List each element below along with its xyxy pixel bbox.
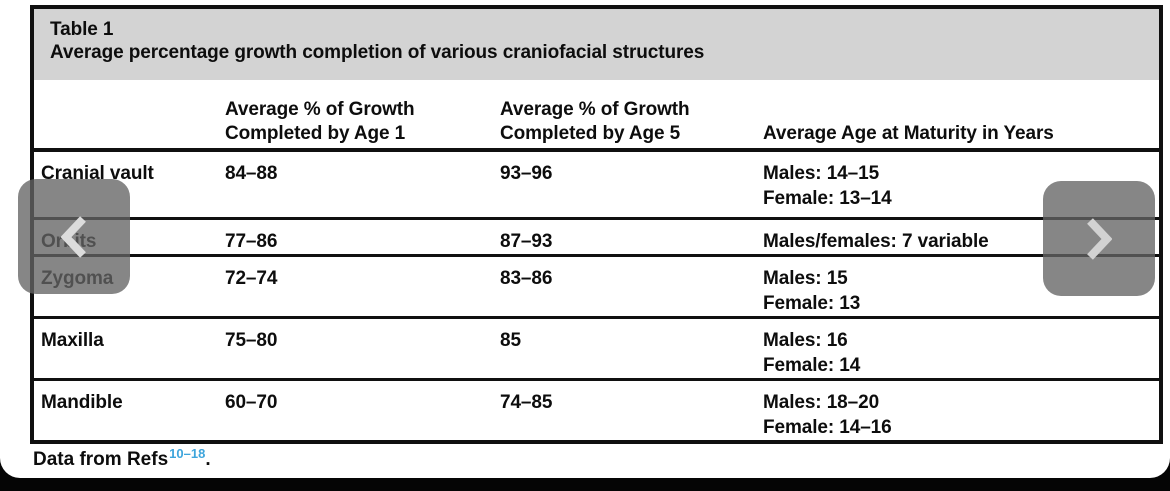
header-age1: Average % of Growth Completed by Age 1: [225, 98, 500, 146]
cell-age5: 87–93: [500, 231, 553, 252]
maturity-line: Female: 14–16: [763, 417, 892, 438]
reference-superscript[interactable]: 10–18: [169, 446, 206, 461]
cell-age1: 84–88: [225, 163, 278, 184]
cell-maturity: Males: 16 Female: 14: [763, 328, 1159, 378]
maturity-line: Males: 14–15: [763, 163, 880, 184]
cell-age5: 74–85: [500, 392, 553, 413]
cell-maturity: Males: 14–15 Female: 13–14: [763, 161, 1159, 217]
maturity-line: Males: 15: [763, 268, 848, 289]
table-row-maxilla: Maxilla 75–80 85 Males: 16 Female: 14: [34, 319, 1159, 381]
header-age1-line2: Completed by Age 1: [225, 123, 406, 144]
table-caption: Average percentage growth completion of …: [50, 42, 705, 63]
table-header-row: Average % of Growth Completed by Age 1 A…: [34, 80, 1159, 152]
previous-page-button[interactable]: [18, 179, 130, 294]
table-row-mandible: Mandible 60–70 74–85 Males: 18–20 Female…: [34, 381, 1159, 444]
header-age5-line2: Completed by Age 5: [500, 123, 681, 144]
chevron-right-icon: [1087, 217, 1112, 260]
next-page-button[interactable]: [1043, 181, 1155, 296]
chevron-left-icon: [61, 215, 86, 258]
header-age5: Average % of Growth Completed by Age 5: [500, 98, 763, 146]
table-row-zygoma: Zygoma 72–74 83–86 Males: 15 Female: 13: [34, 257, 1159, 319]
footnote-period: .: [205, 449, 211, 470]
document-card: Table 1 Average percentage growth comple…: [0, 0, 1170, 478]
header-age5-line1: Average % of Growth: [500, 99, 690, 120]
table-figure: Table 1 Average percentage growth comple…: [30, 5, 1163, 444]
cell-structure: Maxilla: [41, 330, 104, 351]
header-age1-line1: Average % of Growth: [225, 99, 415, 120]
table-label: Table 1: [50, 19, 114, 40]
footnote-text: Data from Refs: [33, 449, 169, 470]
cell-age5: 93–96: [500, 163, 553, 184]
cell-maturity: Males: 15 Female: 13: [763, 266, 1159, 316]
cell-structure: Mandible: [41, 392, 123, 413]
table-row-orbits: Orbits 77–86 87–93 Males/females: 7 vari…: [34, 220, 1159, 257]
cell-age1: 72–74: [225, 268, 278, 289]
cell-age5: 85: [500, 330, 521, 351]
cell-age1: 60–70: [225, 392, 278, 413]
header-maturity: Average Age at Maturity in Years: [763, 123, 1054, 144]
table-caption-band: Table 1 Average percentage growth comple…: [34, 9, 1159, 80]
cell-age5: 83–86: [500, 268, 553, 289]
maturity-line: Female: 13–14: [763, 188, 892, 209]
table-row-cranial-vault: Cranial vault 84–88 93–96 Males: 14–15 F…: [34, 152, 1159, 220]
cell-maturity: Males/females: 7 variable: [763, 229, 1159, 254]
cell-maturity: Males: 18–20 Female: 14–16: [763, 390, 1159, 444]
maturity-line: Males: 18–20: [763, 392, 880, 413]
maturity-line: Males/females: 7 variable: [763, 231, 989, 252]
cell-age1: 77–86: [225, 231, 278, 252]
maturity-line: Female: 13: [763, 293, 861, 314]
maturity-line: Males: 16: [763, 330, 848, 351]
table-footnote: Data from Refs10–18.: [33, 446, 211, 471]
cell-age1: 75–80: [225, 330, 278, 351]
cell-structure: Cranial vault: [41, 163, 154, 184]
maturity-line: Female: 14: [763, 355, 861, 376]
